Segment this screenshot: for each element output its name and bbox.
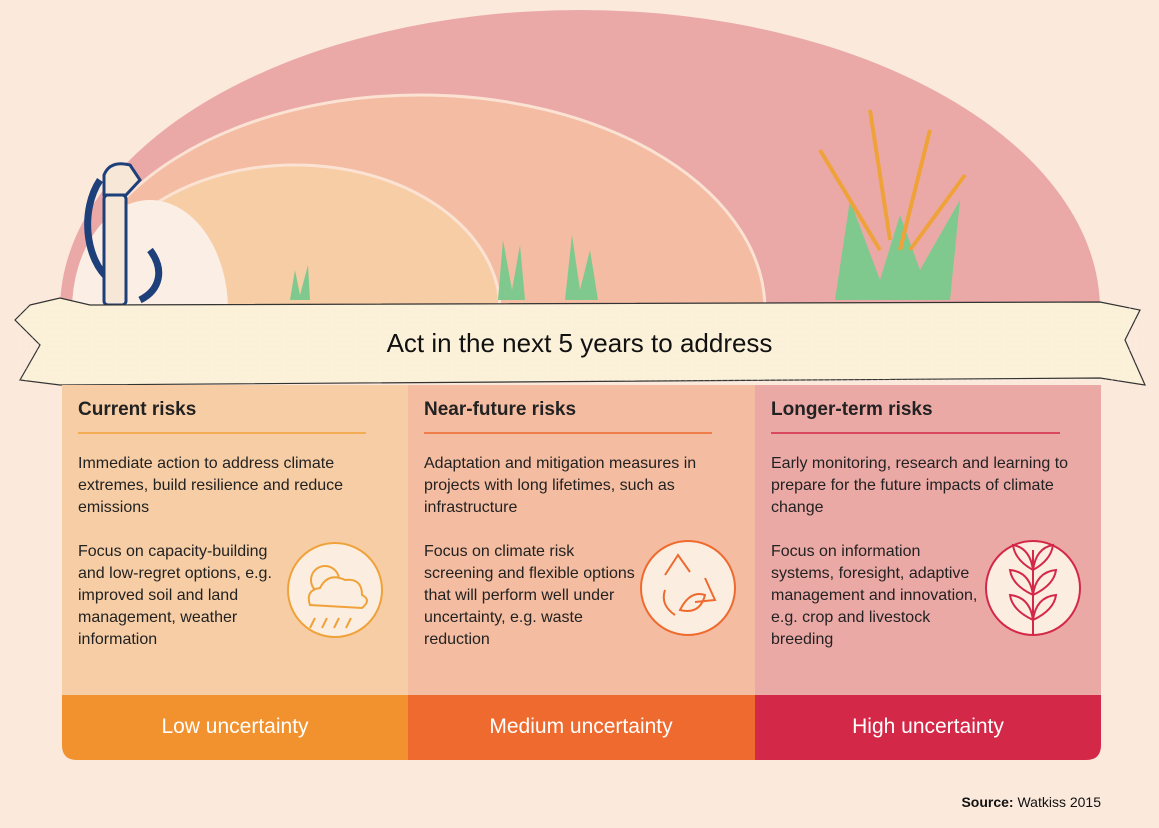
column-description: Early monitoring, research and learning …: [771, 453, 1071, 519]
uncertainty-label: Low uncertainty: [62, 695, 408, 759]
source-label: Source:: [961, 794, 1013, 810]
column: Longer-term risks Early monitoring, rese…: [755, 385, 1101, 695]
column-focus: Focus on climate risk screening and flex…: [424, 541, 639, 651]
column: Current risks Immediate action to addres…: [62, 385, 408, 695]
uncertainty-label: Medium uncertainty: [408, 695, 754, 759]
source: Source: Watkiss 2015: [961, 794, 1101, 810]
column-description: Immediate action to address climate extr…: [78, 453, 378, 519]
column-title: Near-future risks: [424, 399, 576, 421]
uncertainty-label: High uncertainty: [755, 695, 1101, 759]
banner-title: Act in the next 5 years to address: [0, 328, 1159, 359]
column: Near-future risks Adaptation and mitigat…: [408, 385, 754, 695]
infographic: Act in the next 5 years to address Curre…: [0, 0, 1159, 828]
column-title: Longer-term risks: [771, 399, 933, 421]
source-text: Watkiss 2015: [1017, 794, 1101, 810]
column-title: Current risks: [78, 399, 196, 421]
column-description: Adaptation and mitigation measures in pr…: [424, 453, 724, 519]
column-focus: Focus on information systems, foresight,…: [771, 541, 986, 651]
column-focus: Focus on capacity-building and low-regre…: [78, 541, 293, 651]
